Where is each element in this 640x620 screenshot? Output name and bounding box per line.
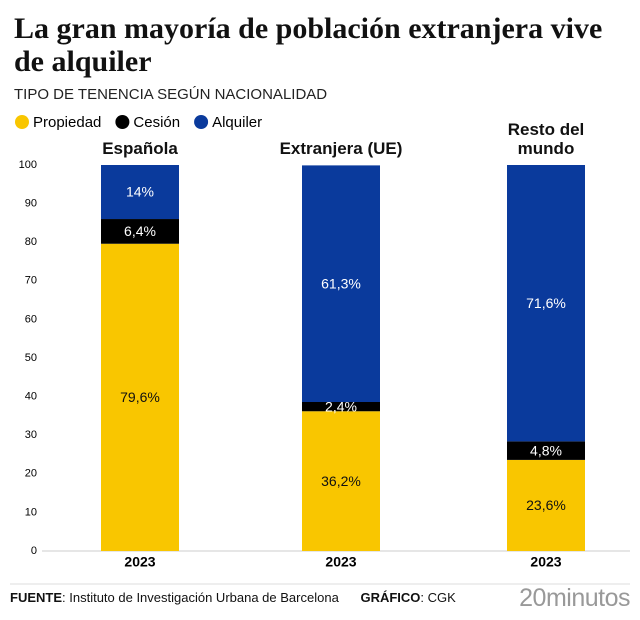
bar-segment (302, 402, 380, 412)
bar-segment (101, 243, 179, 551)
logo: 20minutos (519, 584, 630, 612)
y-tick-label: 80 (25, 236, 37, 248)
value-label: 79,6% (120, 389, 160, 405)
value-label: 2,4% (325, 398, 357, 414)
credit: CGK (427, 590, 456, 605)
y-tick-label: 50 (25, 352, 37, 364)
value-label: 23,6% (526, 497, 566, 513)
y-tick-label: 20 (25, 468, 37, 480)
y-tick-label: 40 (25, 391, 37, 403)
bar-segment (507, 165, 585, 442)
chart-title: La gran mayoría de población extranjera … (14, 12, 603, 78)
legend-label: Cesión (133, 114, 180, 131)
legend-swatch (115, 115, 130, 129)
bar-segment (302, 411, 380, 551)
legend-label: Propiedad (33, 114, 101, 131)
bar-segment (302, 165, 380, 403)
value-label: 14% (126, 184, 154, 200)
y-tick-label: 60 (25, 313, 37, 325)
value-label: 61,3% (321, 275, 361, 291)
panel-title: Extranjera (UE) (279, 139, 403, 158)
y-tick-label: 30 (25, 429, 37, 441)
y-tick-label: 100 (19, 159, 37, 171)
source-label: FUENTE (10, 590, 62, 605)
legend-label: Alquiler (212, 114, 262, 131)
legend-swatch (194, 115, 209, 129)
footer: FUENTE: Instituto de Investigación Urban… (10, 590, 456, 605)
bar-segment (507, 441, 585, 460)
source: Instituto de Investigación Urbana de Bar… (69, 590, 339, 605)
panel-title: Española (102, 139, 178, 158)
value-label: 4,8% (530, 442, 562, 458)
value-label: 6,4% (124, 223, 156, 239)
y-tick-label: 10 (25, 506, 37, 518)
bar-segment (101, 165, 179, 220)
x-tick-label: 2023 (530, 554, 561, 570)
x-tick-label: 2023 (325, 554, 356, 570)
y-tick-label: 0 (31, 545, 37, 557)
value-label: 71,6% (526, 295, 566, 311)
bar-segment (101, 219, 179, 244)
chart-subtitle: TIPO DE TENENCIA SEGÚN NACIONALIDAD (14, 86, 328, 103)
x-tick-label: 2023 (124, 554, 155, 570)
credit-label: GRÁFICO (360, 590, 421, 605)
y-tick-label: 70 (25, 275, 37, 287)
bar-segment (507, 459, 585, 551)
value-label: 36,2% (321, 473, 361, 489)
panel-title: Resto del mundo (507, 120, 585, 158)
legend-swatch (15, 115, 29, 129)
y-tick-label: 90 (25, 198, 37, 210)
